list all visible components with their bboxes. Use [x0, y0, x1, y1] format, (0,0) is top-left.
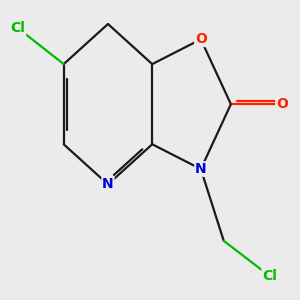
Text: Cl: Cl — [11, 21, 26, 35]
Text: N: N — [102, 177, 114, 191]
Text: Cl: Cl — [262, 269, 277, 283]
Text: O: O — [195, 32, 207, 46]
Text: N: N — [195, 162, 207, 176]
Text: O: O — [276, 97, 288, 111]
